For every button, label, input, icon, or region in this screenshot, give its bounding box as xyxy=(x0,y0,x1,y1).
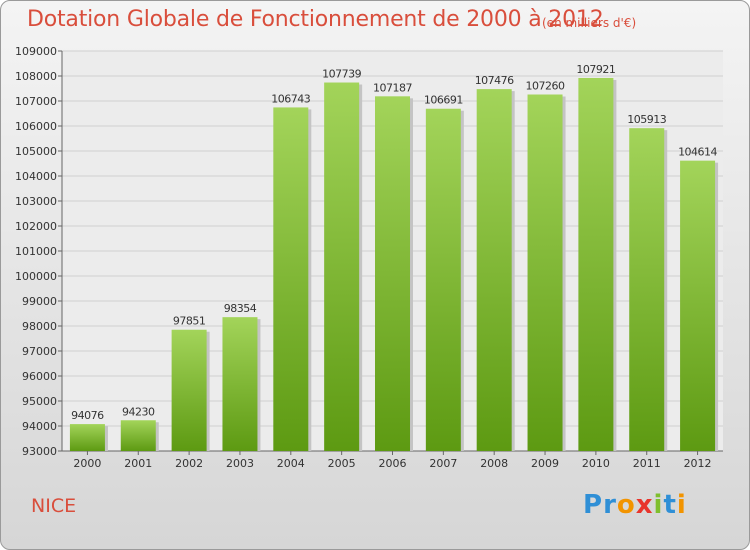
y-tick-label: 108000 xyxy=(15,70,57,83)
y-tick-label: 104000 xyxy=(15,170,57,183)
bar xyxy=(476,89,512,451)
y-tick-label: 99000 xyxy=(22,295,57,308)
y-tick-label: 93000 xyxy=(22,445,57,458)
y-tick-label: 102000 xyxy=(15,220,57,233)
bar-value-label: 107921 xyxy=(576,63,615,76)
logo-letter: t xyxy=(663,490,677,520)
bar xyxy=(171,329,207,451)
bar-value-label: 97851 xyxy=(173,315,206,328)
bar xyxy=(324,82,360,452)
x-tick-label: 2012 xyxy=(684,457,712,470)
y-tick-label: 109000 xyxy=(15,45,57,58)
bar-value-label: 107476 xyxy=(475,74,514,87)
logo-letter: i xyxy=(676,490,687,520)
x-tick-label: 2011 xyxy=(633,457,661,470)
bar-value-label: 107260 xyxy=(526,80,565,93)
y-tick-label: 103000 xyxy=(15,195,57,208)
logo-letter: i xyxy=(653,490,664,520)
y-tick-label: 94000 xyxy=(22,420,57,433)
logo-letter: x xyxy=(635,490,654,520)
bar xyxy=(578,77,614,451)
y-tick-label: 101000 xyxy=(15,245,57,258)
y-tick-label: 98000 xyxy=(22,320,57,333)
bar-value-label: 106743 xyxy=(271,92,310,105)
bar-value-label: 107187 xyxy=(373,81,412,94)
x-tick-label: 2006 xyxy=(379,457,407,470)
proxiti-logo: Proxiti xyxy=(583,490,687,520)
x-tick-label: 2009 xyxy=(531,457,559,470)
y-tick-label: 96000 xyxy=(22,370,57,383)
bar xyxy=(629,128,665,452)
x-tick-label: 2010 xyxy=(582,457,610,470)
bar xyxy=(425,108,461,451)
bar xyxy=(273,107,309,452)
bar-value-label: 104614 xyxy=(678,146,717,159)
bar-value-label: 107739 xyxy=(322,68,361,81)
city-name: NICE xyxy=(31,495,77,517)
bar xyxy=(680,160,716,451)
y-tick-label: 100000 xyxy=(15,270,57,283)
bar-value-label: 106691 xyxy=(424,94,463,107)
x-tick-label: 2004 xyxy=(277,457,305,470)
x-tick-label: 2001 xyxy=(124,457,152,470)
bar-value-label: 94076 xyxy=(71,409,104,422)
bar-value-label: 105913 xyxy=(627,113,666,126)
x-tick-label: 2005 xyxy=(328,457,356,470)
x-tick-label: 2003 xyxy=(226,457,254,470)
bar xyxy=(527,94,563,451)
x-tick-label: 2008 xyxy=(480,457,508,470)
chart-title: Dotation Globale de Fonctionnement de 20… xyxy=(27,7,604,32)
y-tick-label: 107000 xyxy=(15,95,57,108)
y-tick-label: 95000 xyxy=(22,395,57,408)
y-tick-label: 97000 xyxy=(22,345,57,358)
bar xyxy=(375,96,410,451)
bar-value-label: 94230 xyxy=(122,405,155,418)
bar xyxy=(222,317,258,451)
logo-letter: P xyxy=(583,490,604,520)
bar xyxy=(120,420,156,451)
bar xyxy=(69,424,105,451)
x-tick-label: 2000 xyxy=(73,457,101,470)
x-tick-label: 2002 xyxy=(175,457,203,470)
chart-unit: (en milliers d'€) xyxy=(542,16,637,30)
logo-letter: r xyxy=(603,490,617,520)
y-tick-label: 105000 xyxy=(15,145,57,158)
logo-letter: o xyxy=(616,490,636,520)
x-tick-label: 2007 xyxy=(429,457,457,470)
bar-value-label: 98354 xyxy=(224,302,257,315)
y-tick-label: 106000 xyxy=(15,120,57,133)
